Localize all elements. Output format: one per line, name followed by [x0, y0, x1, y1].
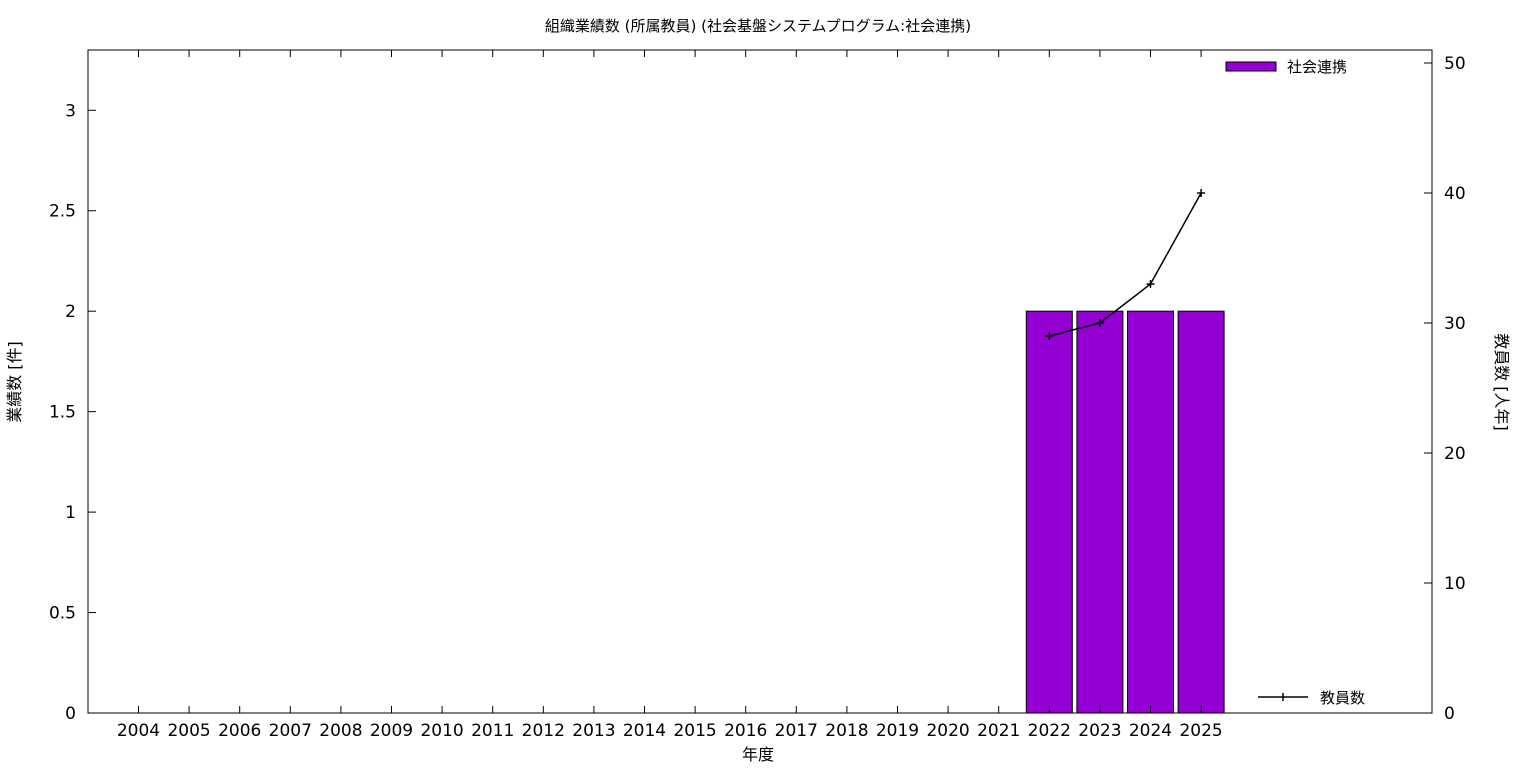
x-tick-label: 2014 — [623, 721, 666, 741]
y-tick-label: 0 — [65, 704, 76, 724]
y2-tick-label: 20 — [1444, 444, 1466, 464]
y-tick-label: 1 — [65, 503, 76, 523]
x-tick-label: 2019 — [876, 721, 919, 741]
y2-tick-label: 50 — [1444, 54, 1466, 74]
x-tick-label: 2024 — [1129, 721, 1172, 741]
y-tick-label: 2.5 — [49, 202, 76, 222]
x-tick-label: 2015 — [673, 721, 716, 741]
legend-swatch-bar — [1225, 61, 1277, 72]
bar-2022 — [1025, 310, 1073, 714]
x-tick-label: 2010 — [420, 721, 463, 741]
x-tick-label: 2022 — [1028, 721, 1071, 741]
bar-2023 — [1076, 310, 1124, 714]
x-tick-label: 2023 — [1078, 721, 1121, 741]
y2-tick-label: 40 — [1444, 184, 1466, 204]
x-tick-label: 2006 — [218, 721, 261, 741]
x-tick-label: 2013 — [572, 721, 615, 741]
chart-title: 組織業績数 (所属教員) (社会基盤システムプログラム:社会連携) — [545, 17, 971, 35]
plot-frame — [87, 49, 1433, 714]
y2-tick-label: 10 — [1444, 574, 1466, 594]
plot-area: 2004 2005 2006 2007 2008 2009 2010 2011 2012 2013… — [49, 49, 1466, 741]
legend-label-bar: 社会連携 — [1287, 58, 1347, 76]
y2-axis-title: 教員数 [人年] — [1492, 333, 1511, 431]
y-tick-label: 0.5 — [49, 604, 76, 624]
y-axis-title: 業績数 [件] — [5, 341, 24, 423]
x-tick-label: 2005 — [167, 721, 210, 741]
y-tick-label: 1.5 — [49, 403, 76, 423]
x-tick-label: 2020 — [926, 721, 969, 741]
x-tick-label: 2009 — [370, 721, 413, 741]
x-axis-title: 年度 — [742, 745, 774, 764]
x-tick-label: 2008 — [319, 721, 362, 741]
x-tick-label: 2016 — [724, 721, 767, 741]
x-tick-label: 2011 — [471, 721, 514, 741]
x-tick-label: 2007 — [269, 721, 312, 741]
legend-label-line: 教員数 — [1320, 689, 1365, 707]
x-tick-label: 2025 — [1179, 721, 1222, 741]
y-tick-label: 3 — [65, 101, 76, 121]
x-tick-label: 2018 — [825, 721, 868, 741]
x-tick-label: 2012 — [522, 721, 565, 741]
bar-2024 — [1127, 310, 1174, 714]
y-tick-label: 2 — [65, 302, 76, 322]
x-tick-label: 2021 — [977, 721, 1020, 741]
bar-2025 — [1177, 310, 1225, 714]
x-tick-label: 2004 — [117, 721, 160, 741]
y2-tick-label: 0 — [1444, 704, 1455, 724]
x-tick-label: 2017 — [775, 721, 818, 741]
y2-tick-label: 30 — [1444, 314, 1466, 334]
line-series-1 — [1049, 192, 1202, 337]
